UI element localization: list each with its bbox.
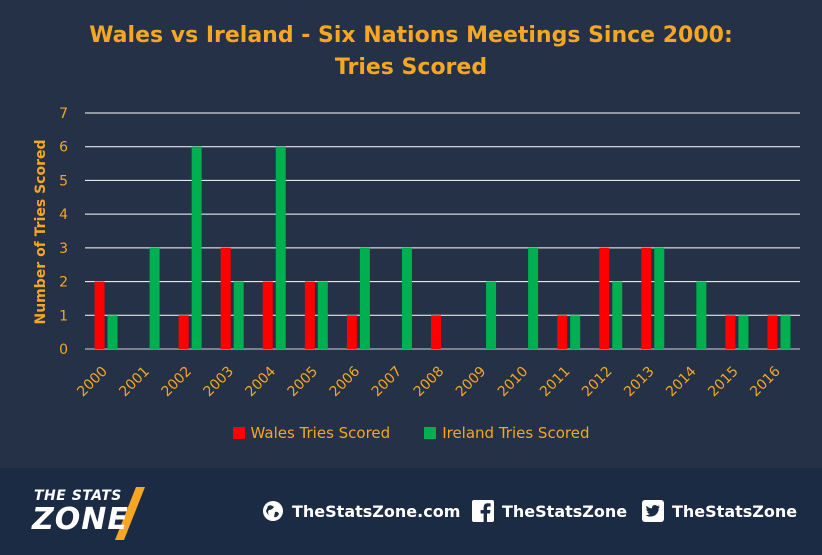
y-axis-label: Number of Tries Scored [33, 140, 49, 325]
x-tick-label: 2007 [369, 364, 406, 401]
legend-item-ireland: Ireland Tries Scored [424, 424, 589, 442]
facebook-icon [472, 500, 494, 522]
facebook-text: TheStatsZone [502, 501, 628, 521]
ireland-bar-2016 [780, 315, 791, 349]
gridlines [85, 112, 800, 350]
twitter-link[interactable]: TheStatsZone [642, 498, 797, 524]
y-tick-label: 4 [59, 207, 68, 223]
x-tick-label: 2013 [621, 364, 658, 401]
legend-swatch-ireland [424, 427, 437, 439]
ireland-bar-2009 [486, 281, 497, 349]
x-tick-label: 2000 [74, 364, 111, 401]
wales-bar-2005 [304, 281, 315, 349]
x-tick-label: 2003 [201, 364, 238, 401]
wales-bar-2003 [220, 247, 231, 349]
ireland-bar-2012 [612, 281, 623, 349]
wales-bar-2016 [767, 315, 778, 349]
y-tick-label: 7 [59, 106, 68, 122]
footer-bar [0, 468, 822, 555]
legend-label-wales: Wales Tries Scored [250, 424, 391, 442]
legend-label-ireland: Ireland Tries Scored [442, 424, 590, 442]
x-tick-label: 2012 [579, 364, 616, 401]
x-axis-ticks: 2000 2001 2002 2003 2004 2005 2006 2007 2008 2009… [74, 363, 784, 400]
ireland-bar-2010 [528, 247, 539, 349]
ireland-bar-2005 [317, 281, 328, 349]
chart-title-line-2: Tries Scored [334, 55, 488, 80]
logo-slash-icon [115, 487, 145, 540]
ireland-bar-2015 [738, 315, 749, 349]
wales-bar-2013 [641, 247, 652, 349]
y-axis-ticks: 0 1 2 3 4 5 6 7 [59, 106, 68, 358]
x-tick-label: 2004 [243, 363, 280, 400]
facebook-link[interactable]: TheStatsZone [472, 498, 627, 524]
x-tick-label: 2001 [116, 364, 153, 401]
globe-icon [263, 501, 283, 521]
legend: Wales Tries Scored Ireland Tries Scored [0, 424, 822, 442]
ireland-bar-2004 [275, 146, 286, 349]
website-text: TheStatsZone.com [292, 501, 461, 521]
legend-item-wales: Wales Tries Scored [232, 424, 391, 442]
y-tick-label: 1 [59, 308, 68, 324]
x-tick-label: 2002 [158, 364, 195, 401]
chart-frame [0, 0, 822, 468]
x-tick-label: 2016 [747, 363, 784, 400]
y-tick-label: 5 [59, 173, 68, 189]
ireland-bar-2002 [191, 146, 202, 349]
chart-title: Wales vs Ireland - Six Nations Meetings … [0, 20, 822, 84]
stats-zone-logo: THE STATS ZONE [28, 482, 178, 542]
wales-bar-2015 [725, 315, 736, 349]
bars [94, 146, 791, 349]
wales-bar-2008 [431, 315, 441, 349]
website-link[interactable]: TheStatsZone.com [262, 498, 460, 524]
wales-bar-2004 [262, 281, 273, 349]
x-tick-label: 2010 [495, 364, 532, 401]
x-tick-label: 2011 [537, 364, 574, 401]
legend-swatch-wales [232, 427, 245, 439]
wales-bar-2006 [346, 315, 357, 349]
wales-bar-2002 [178, 315, 189, 349]
ireland-bar-2014 [696, 281, 707, 349]
x-tick-label: 2014 [663, 363, 700, 400]
wales-bar-2000 [94, 281, 105, 349]
x-tick-label: 2009 [453, 364, 490, 401]
wales-bar-2012 [599, 247, 610, 349]
ireland-bar-2006 [359, 247, 370, 349]
x-tick-label: 2008 [411, 364, 448, 401]
wales-bar-2011 [557, 315, 568, 349]
y-tick-label: 0 [59, 342, 68, 358]
ireland-bar-2001 [149, 247, 160, 349]
logo-text-top: THE STATS [34, 488, 122, 504]
twitter-text: TheStatsZone [672, 501, 798, 521]
ireland-bar-2007 [401, 247, 412, 349]
ireland-bar-2003 [233, 281, 244, 349]
x-tick-label: 2005 [285, 364, 322, 401]
twitter-icon [642, 500, 664, 522]
ireland-bar-2013 [654, 247, 665, 349]
y-tick-label: 3 [59, 241, 68, 257]
chart-title-line-1: Wales vs Ireland - Six Nations Meetings … [89, 23, 733, 48]
ireland-bar-2011 [570, 315, 581, 349]
y-tick-label: 6 [59, 140, 68, 156]
x-tick-label: 2006 [327, 363, 364, 400]
logo-text-bottom: ZONE [32, 502, 129, 537]
x-tick-label: 2015 [705, 364, 742, 401]
ireland-bar-2000 [107, 315, 118, 349]
y-tick-label: 2 [59, 275, 68, 291]
